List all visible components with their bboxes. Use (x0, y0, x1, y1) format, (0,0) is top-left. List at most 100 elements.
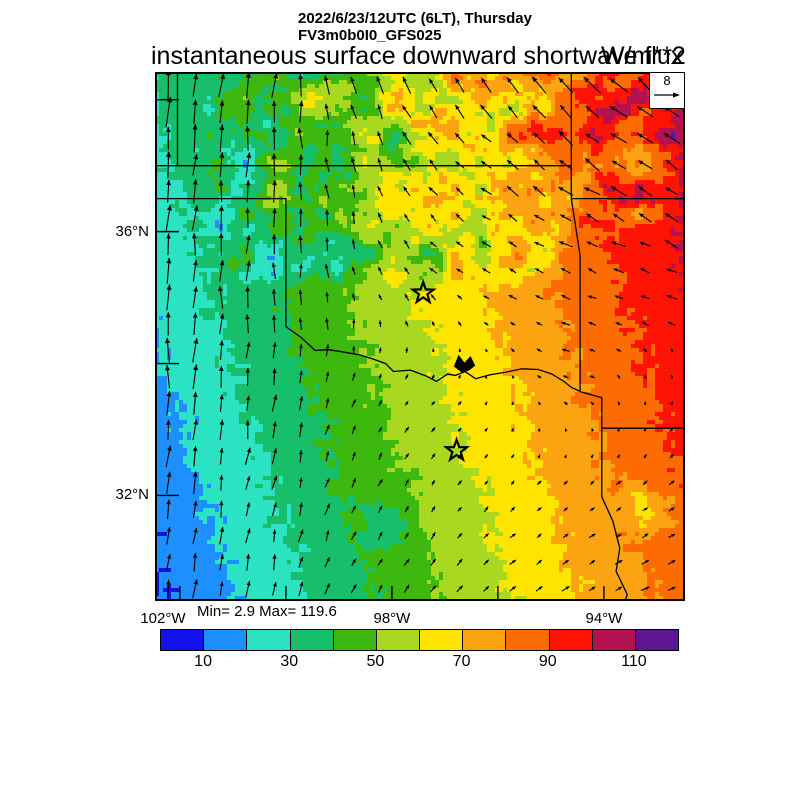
wind-arrow-head (562, 348, 566, 352)
wind-arrow-head (481, 161, 486, 166)
wind-arrow-head (538, 559, 542, 564)
wind-arrow-head (610, 133, 616, 138)
state-border-texas-arkansas (580, 391, 603, 429)
wind-arrow-head (324, 263, 329, 269)
wind-arrow-head (507, 186, 512, 191)
wind-arrow-head (561, 321, 566, 326)
wind-arrow-head (611, 186, 617, 191)
wind-arrow-head (484, 506, 489, 511)
wind-arrow-head (485, 559, 489, 564)
wind-arrow-head (614, 295, 619, 299)
wind-arrow-head (484, 480, 488, 485)
wind-arrow-head (643, 401, 647, 405)
wind-arrow-head (643, 348, 647, 352)
wind-arrow-head (484, 454, 488, 458)
wind-arrow-head (219, 313, 225, 319)
wind-arrow-head (455, 133, 460, 138)
city-star-dallas (442, 436, 471, 463)
wind-arrow-head (299, 477, 303, 482)
wind-arrow-head (246, 502, 251, 507)
wind-arrow-head (193, 73, 199, 80)
wind-arrow-head (273, 502, 277, 508)
wind-arrow-head (325, 530, 330, 535)
wind-arrow-head (246, 528, 251, 534)
wind-arrow-head (246, 447, 251, 453)
wind-arrow-head (351, 211, 356, 216)
wind-reference-arrow-icon (654, 92, 680, 98)
wind-arrow-head (299, 343, 303, 349)
colorbar-segment-4 (333, 630, 377, 650)
wind-arrow-head (298, 235, 303, 241)
wind-arrow-head (641, 295, 646, 299)
wind-arrow-head (378, 400, 382, 405)
wind-arrow-head (166, 419, 171, 425)
wind-arrow-head (299, 581, 304, 587)
wind-arrow-head (165, 126, 171, 132)
wind-arrow-head (298, 182, 303, 188)
wind-arrow-head (431, 401, 435, 405)
wind-arrow-head (507, 77, 512, 83)
wind-arrow-head (538, 586, 543, 590)
wind-arrow-head (271, 100, 277, 106)
wind-arrow-head (609, 78, 616, 84)
wind-arrow-head (637, 77, 643, 83)
wind-arrow-head (666, 268, 671, 272)
wind-arrow-head (618, 586, 622, 591)
wind-arrow-head (537, 454, 541, 458)
wind-arrow-head (458, 453, 462, 458)
wind-arrow-head (191, 233, 197, 239)
wind-arrow-head (533, 186, 538, 191)
wind-arrow-head (272, 180, 277, 186)
wind-arrow-head (245, 286, 250, 292)
wind-arrow-head (616, 428, 620, 432)
wind-arrow-head (588, 268, 593, 272)
wind-arrow-head (508, 105, 513, 111)
wind-arrow-head (641, 321, 646, 325)
wind-arrow-head (535, 268, 540, 272)
wind-arrow-head (167, 96, 173, 103)
wind-arrow-head (663, 133, 670, 138)
wind-arrow-head (193, 260, 198, 266)
wind-arrow-head (378, 452, 382, 457)
wind-arrow-head (538, 401, 542, 406)
lat-label-36: 36°N (115, 222, 149, 240)
colorbar-segment-10 (592, 630, 636, 650)
wind-arrow-head (559, 160, 565, 165)
wind-arrow-head (644, 375, 647, 379)
wind-arrow-head (480, 188, 486, 192)
wind-arrow-head (638, 186, 644, 191)
wind-arrow-head (378, 294, 382, 299)
wind-arrow-head (298, 317, 303, 322)
wind-arrow-head (586, 213, 591, 218)
wind-arrow-head (639, 241, 644, 246)
wind-arrow-head (616, 349, 621, 352)
wind-arrow-head (480, 104, 486, 110)
wind-arrow-head (299, 529, 304, 535)
wind-arrow-head (402, 105, 407, 111)
wind-arrow-head (193, 579, 198, 585)
wind-arrow-head (192, 471, 198, 477)
wind-arrow-head (665, 159, 671, 165)
wind-arrow-head (273, 448, 278, 454)
colorbar-label-30: 30 (280, 653, 299, 670)
wind-arrow-head (484, 322, 488, 326)
wind-arrow-head (431, 374, 435, 379)
wind-arrow-head (404, 267, 408, 272)
wind-arrow-head (456, 241, 461, 246)
wind-arrow-head (245, 180, 251, 186)
wind-arrow-head (271, 262, 276, 268)
wind-arrow-head (352, 425, 356, 430)
wind-arrow-head (432, 558, 436, 563)
wind-arrow-head (563, 375, 567, 379)
wind-arrow-head (273, 475, 278, 481)
wind-arrow-head (350, 104, 355, 110)
wind-arrow-head (350, 76, 355, 82)
wind-arrow-head (617, 375, 621, 379)
wind-arrow-head (590, 454, 594, 458)
wind-arrow-head (511, 507, 515, 511)
wind-arrow-head (671, 560, 676, 564)
wind-arrow-head (485, 348, 489, 353)
wind-arrow-head (509, 241, 514, 246)
wind-arrow-head (455, 161, 460, 166)
